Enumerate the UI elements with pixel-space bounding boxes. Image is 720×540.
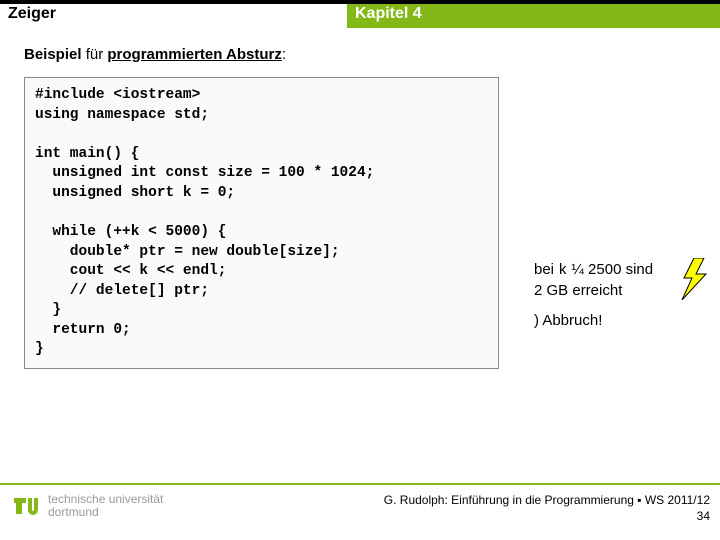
- subtitle-underline: programmierten Absturz: [107, 46, 281, 63]
- header-left: Zeiger: [0, 0, 347, 28]
- code-line: return 0;: [35, 322, 131, 338]
- example-subtitle: Beispiel für programmierten Absturz:: [24, 46, 696, 63]
- code-line: unsigned int const size = 100 * 1024;: [35, 165, 374, 181]
- subtitle-suffix: :: [282, 46, 286, 63]
- slide-number: 34: [384, 508, 710, 524]
- chapter-title: Kapitel 4: [355, 5, 422, 23]
- header-right: Kapitel 4: [347, 0, 720, 28]
- ann-pre: bei: [534, 261, 558, 278]
- code-line: unsigned short k = 0;: [35, 185, 235, 201]
- annotation-line1: bei k ¼ 2500 sind 2 GB erreicht: [534, 260, 704, 300]
- logo-line2: dortmund: [48, 506, 163, 519]
- lightning-bolt-icon: [680, 258, 710, 300]
- code-block: #include <iostream> using namespace std;…: [24, 77, 499, 369]
- annotation-box: bei k ¼ 2500 sind 2 GB erreicht ) Abbruch…: [534, 260, 704, 329]
- footer-credit: G. Rudolph: Einführung in die Programmie…: [384, 492, 710, 508]
- code-line: double* ptr = new double[size];: [35, 244, 340, 260]
- code-line: }: [35, 302, 61, 318]
- annotation-line2: 2 GB erreicht: [534, 282, 622, 299]
- annotation-line3: ) Abbruch!: [534, 312, 704, 329]
- code-line: cout << k << endl;: [35, 263, 226, 279]
- bolt-shape: [682, 258, 706, 300]
- tu-logo-icon: [14, 492, 42, 520]
- logo-text: technische universität dortmund: [48, 493, 163, 519]
- footer-divider: [0, 483, 720, 485]
- code-line: #include <iostream>: [35, 87, 200, 103]
- footer-right: G. Rudolph: Einführung in die Programmie…: [384, 492, 710, 524]
- subtitle-prefix: Beispiel: [24, 46, 86, 63]
- slide-header: Zeiger Kapitel 4: [0, 0, 720, 28]
- code-line: int main() {: [35, 146, 139, 162]
- ann-post: ¼ 2500 sind: [567, 261, 653, 278]
- ann-mono: k: [558, 262, 567, 279]
- code-line: using namespace std;: [35, 107, 209, 123]
- code-line: while (++k < 5000) {: [35, 224, 226, 240]
- code-line: }: [35, 341, 44, 357]
- topic-title: Zeiger: [8, 5, 56, 23]
- subtitle-mid: für: [86, 46, 108, 63]
- footer: technische universität dortmund G. Rudol…: [0, 486, 720, 536]
- code-line: // delete[] ptr;: [35, 283, 209, 299]
- university-logo: technische universität dortmund: [14, 492, 163, 520]
